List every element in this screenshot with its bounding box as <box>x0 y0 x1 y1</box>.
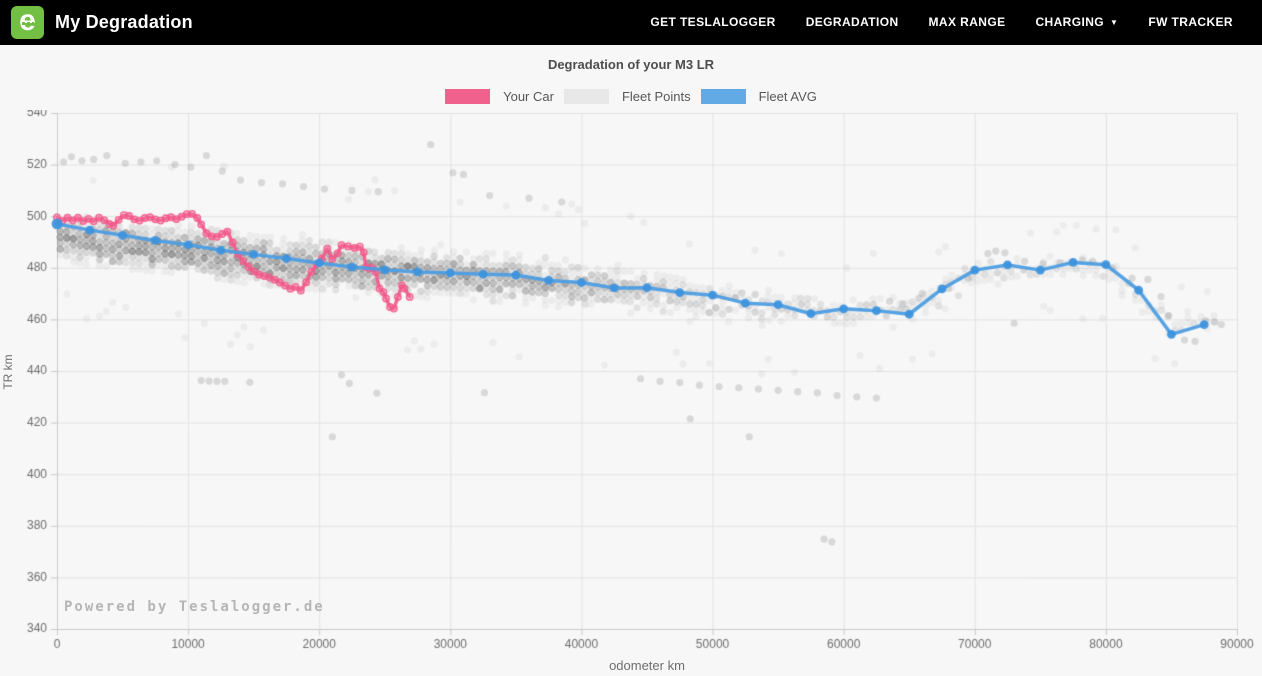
legend-swatch-fleet-avg <box>700 89 746 104</box>
logo-e: e <box>19 4 36 37</box>
top-navbar: e My Degradation GET TESLALOGGER DEGRADA… <box>0 0 1262 45</box>
chevron-down-icon: ▼ <box>1110 17 1119 27</box>
nav-item-degradation[interactable]: DEGRADATION <box>805 15 899 29</box>
teslalogger-logo: e <box>11 6 44 39</box>
legend-swatch-fleet-points <box>563 89 609 104</box>
legend-item-your-car[interactable]: Your Car <box>445 89 554 104</box>
nav-item-charging[interactable]: CHARGING ▼ <box>1020 0 1133 46</box>
chart-title: Degradation of your M3 LR <box>547 57 715 72</box>
legend-item-fleet-points[interactable]: Fleet Points <box>563 89 691 104</box>
degradation-chart <box>0 110 1262 676</box>
legend-label-your-car: Your Car <box>503 89 554 104</box>
legend-item-fleet-avg[interactable]: Fleet AVG <box>700 89 817 104</box>
nav-item-charging-label: CHARGING <box>1035 14 1105 29</box>
nav-item-max-range[interactable]: MAX RANGE <box>928 15 1006 29</box>
legend-label-fleet-avg: Fleet AVG <box>758 89 817 104</box>
plot-area: TR km odometer km Powered by Teslalogger… <box>0 110 1262 676</box>
main-nav: GET TESLALOGGER DEGRADATION MAX RANGE CH… <box>635 0 1262 45</box>
nav-item-fw-tracker[interactable]: FW TRACKER <box>1148 15 1233 29</box>
brand[interactable]: e My Degradation <box>0 6 193 39</box>
logo-dash-decoration <box>22 22 34 25</box>
nav-item-get-teslalogger[interactable]: GET TESLALOGGER <box>650 15 776 29</box>
legend-swatch-your-car <box>445 89 491 104</box>
legend-label-fleet-points: Fleet Points <box>621 89 691 104</box>
x-axis-title: odometer km <box>609 658 685 673</box>
app-title: My Degradation <box>55 12 193 32</box>
chart-legend: Your Car Fleet Points Fleet AVG <box>0 89 1262 104</box>
watermark: Powered by Teslalogger.de <box>64 599 325 615</box>
y-axis-title: TR km <box>1 354 15 390</box>
